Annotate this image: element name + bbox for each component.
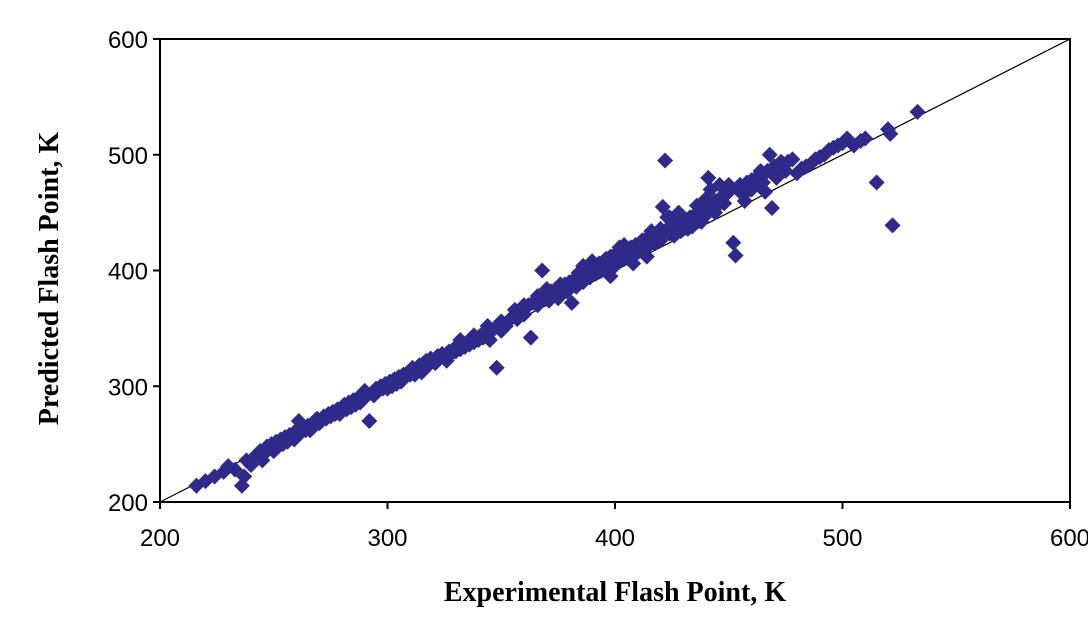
y-axis-ticks	[153, 38, 160, 503]
data-point	[909, 103, 926, 120]
x-axis-ticks	[159, 502, 1071, 509]
data-point	[700, 169, 717, 186]
y-axis-title: Predicted Flash Point, K	[34, 132, 65, 426]
plot-area	[159, 38, 1071, 503]
data-point	[884, 217, 901, 234]
data-point	[693, 202, 710, 219]
data-point	[534, 262, 551, 279]
y-tick-label: 600	[108, 27, 148, 54]
data-point	[868, 174, 885, 191]
data-point	[538, 281, 555, 298]
x-tick-label: 600	[1050, 525, 1088, 552]
data-point	[684, 218, 701, 235]
data-point	[727, 247, 744, 264]
data-point	[736, 193, 753, 210]
x-tick-label: 400	[595, 525, 635, 552]
data-point	[361, 412, 378, 429]
data-point	[593, 262, 610, 279]
y-tick-label: 200	[108, 490, 148, 517]
data-point	[763, 199, 780, 216]
data-point	[522, 329, 539, 346]
data-point	[743, 181, 760, 198]
data-point	[725, 234, 742, 251]
data-point	[584, 253, 601, 270]
y-axis-tick-labels: 200 300 400 500 600	[108, 27, 148, 517]
x-axis-title: Experimental Flash Point, K	[444, 577, 786, 608]
y-tick-label: 500	[108, 143, 148, 170]
data-point	[707, 204, 724, 221]
data-point	[882, 125, 899, 142]
x-tick-label: 200	[140, 525, 180, 552]
data-point	[493, 313, 510, 330]
data-point	[629, 237, 646, 254]
data-point	[479, 318, 496, 335]
data-point	[857, 130, 874, 147]
data-point	[452, 331, 469, 348]
data-points	[188, 103, 926, 494]
data-point	[647, 234, 664, 251]
y-tick-label: 300	[108, 374, 148, 401]
y-tick-label: 400	[108, 259, 148, 286]
data-point	[784, 151, 801, 168]
data-point	[761, 146, 778, 163]
data-point	[561, 278, 578, 295]
data-point	[752, 162, 769, 179]
data-point	[236, 468, 253, 485]
x-tick-label: 500	[822, 525, 862, 552]
x-axis-tick-labels: 200 300 400 500 600	[140, 525, 1088, 552]
data-point	[670, 204, 687, 221]
data-point	[757, 183, 774, 200]
data-point	[563, 294, 580, 311]
data-point	[611, 239, 628, 256]
data-point	[652, 220, 669, 237]
data-point	[711, 176, 728, 193]
data-point	[720, 176, 737, 193]
data-point	[607, 257, 623, 274]
data-point	[625, 255, 642, 272]
data-point	[227, 461, 244, 478]
data-point	[657, 152, 674, 169]
data-point	[488, 359, 505, 376]
data-point	[516, 297, 532, 314]
x-tick-label: 300	[367, 525, 407, 552]
data-point	[529, 287, 546, 304]
data-point	[465, 327, 482, 344]
data-point	[638, 248, 655, 265]
